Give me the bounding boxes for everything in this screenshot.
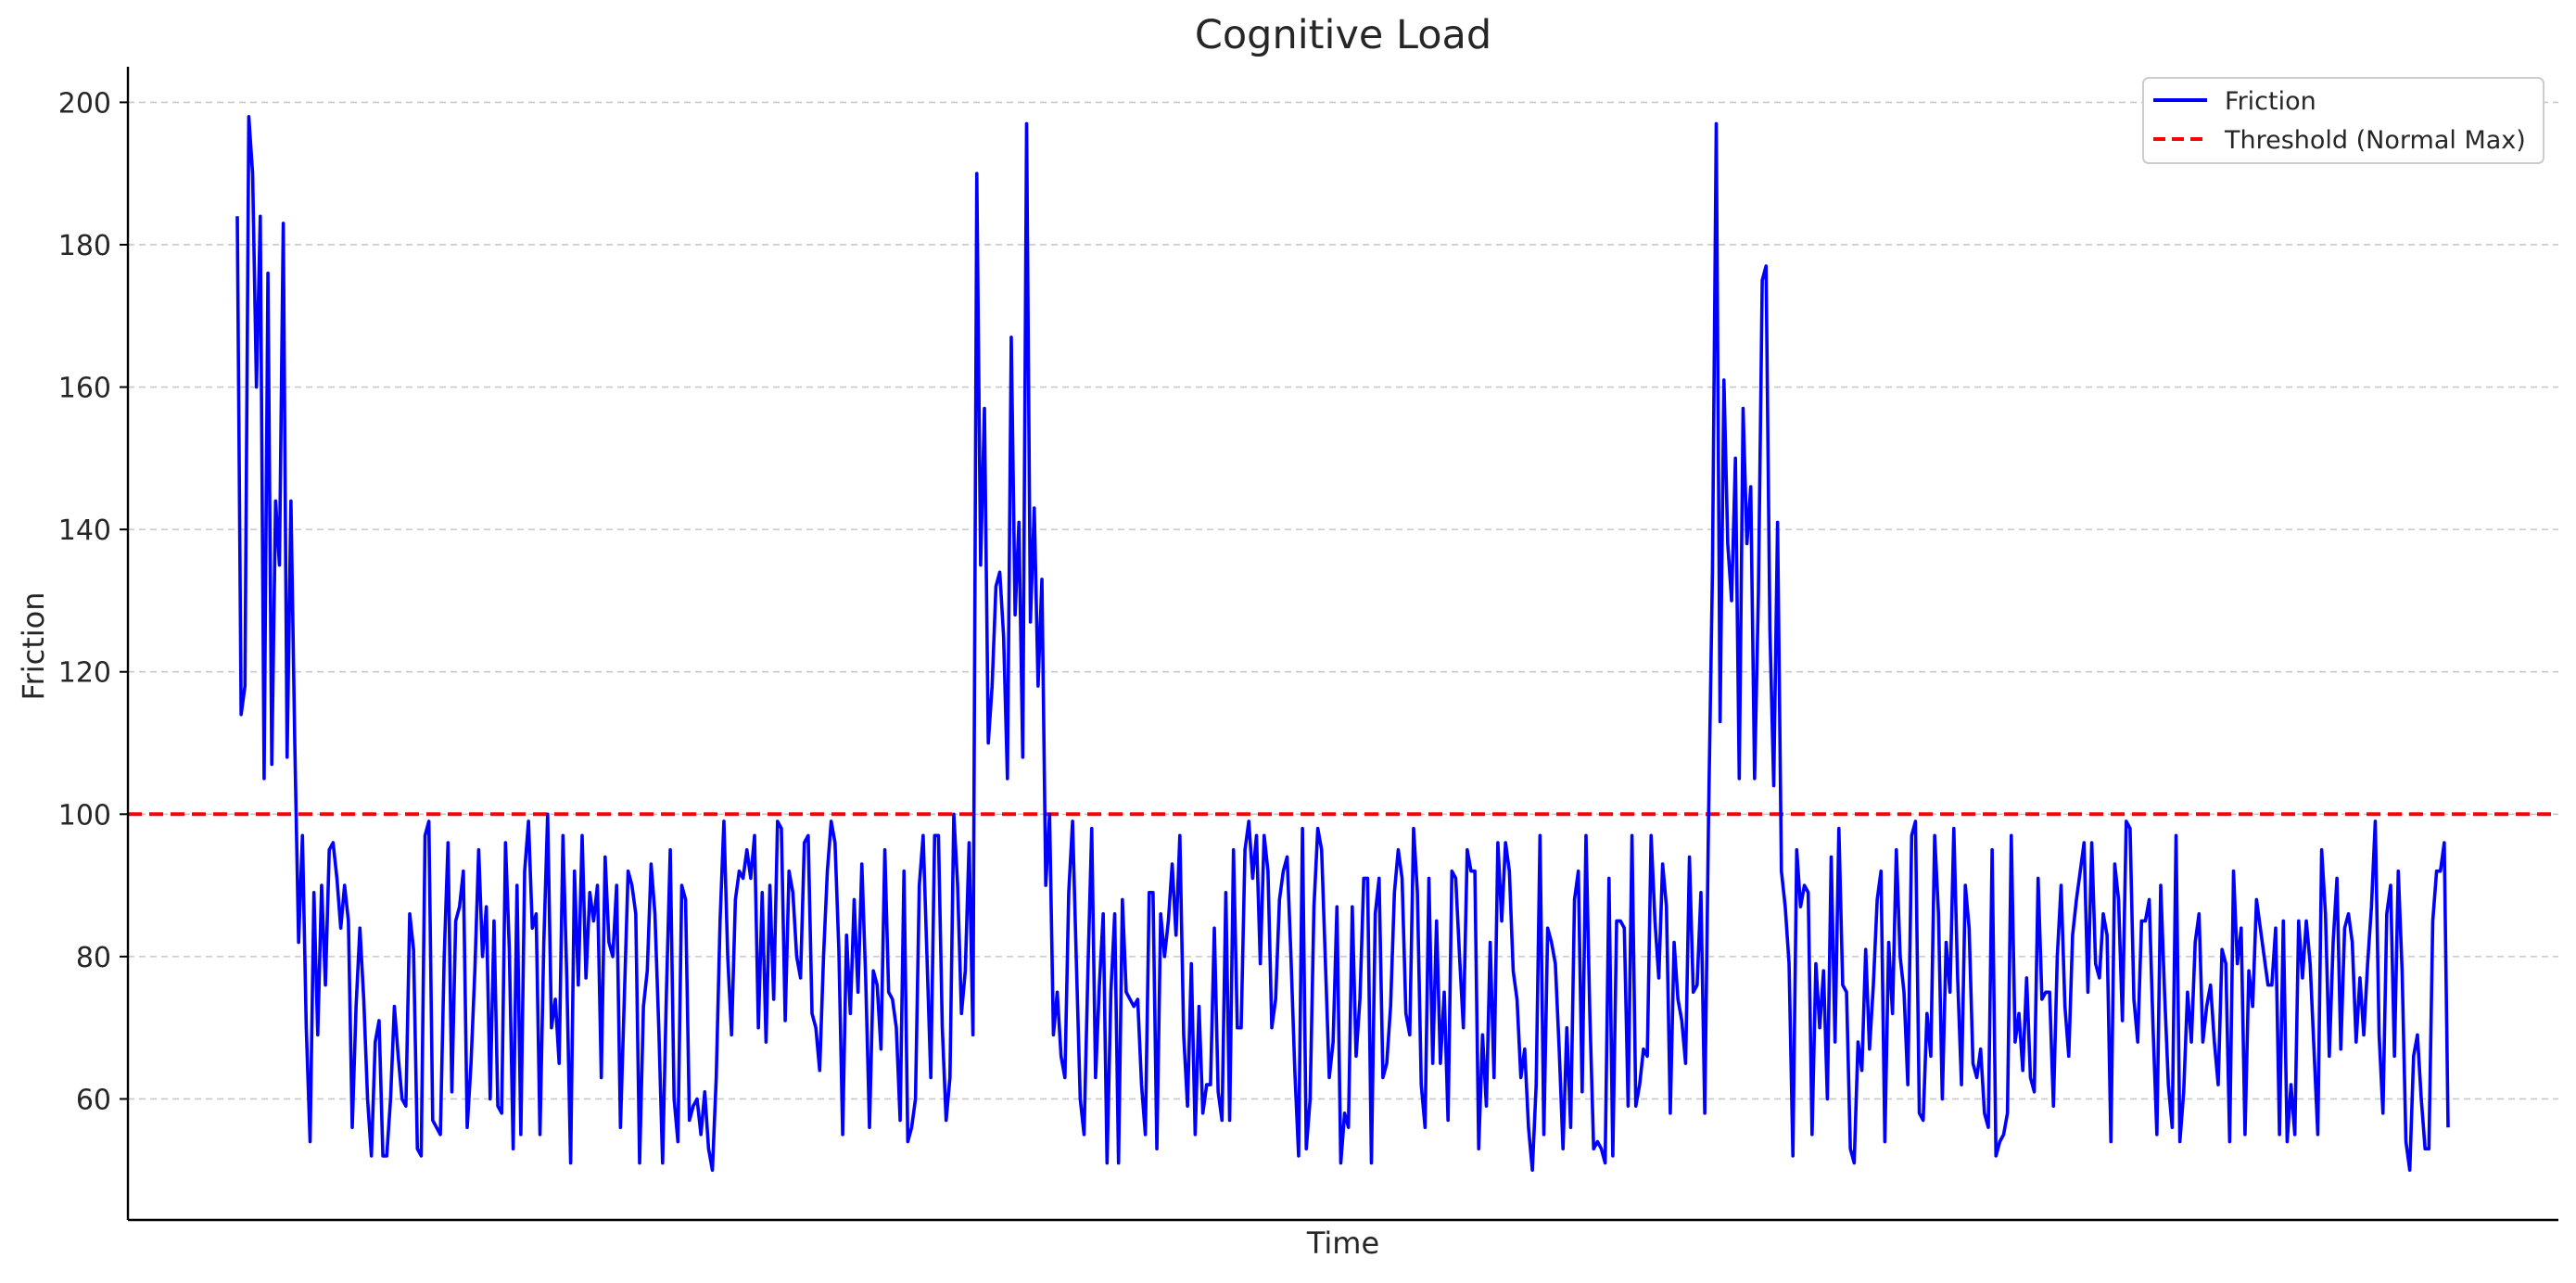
x-axis-label: Time [1306, 1226, 1379, 1261]
y-tick-label-140: 140 [58, 514, 111, 547]
legend-box [2142, 77, 2544, 164]
y-tick-label-60: 60 [76, 1084, 111, 1116]
series-layer [235, 114, 2450, 1173]
series-line-friction [235, 114, 2450, 1173]
y-axis-label: Friction [16, 591, 51, 700]
y-tick-label-180: 180 [58, 230, 111, 262]
legend-label-friction: Friction [2225, 87, 2316, 116]
y-ticks: 60 80 100 120 140 160 180 200 [58, 87, 128, 1116]
legend-label-threshold: Threshold (Normal Max) [2224, 126, 2526, 155]
y-tick-label-120: 120 [58, 657, 111, 690]
legend: Friction Threshold (Normal Max) [2142, 77, 2544, 164]
y-tick-label-200: 200 [58, 87, 111, 120]
y-tick-label-160: 160 [58, 373, 111, 405]
chart-title: Cognitive Load [1195, 12, 1491, 58]
y-tick-label-80: 80 [76, 942, 111, 974]
y-tick-label-100: 100 [58, 799, 111, 832]
